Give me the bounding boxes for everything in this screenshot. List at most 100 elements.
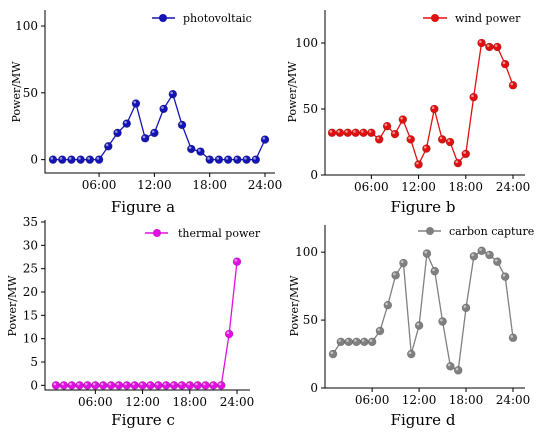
ytick-label-c-2: 10 bbox=[23, 332, 38, 346]
ytick-label-c-0: 0 bbox=[30, 378, 38, 392]
data-point-highlight-c-19 bbox=[203, 382, 206, 386]
data-point-a-11 bbox=[150, 128, 159, 138]
data-point-highlight-b-19 bbox=[479, 40, 482, 43]
data-point-a-23 bbox=[260, 135, 270, 144]
data-point-a-0 bbox=[48, 155, 58, 164]
data-point-b-4 bbox=[359, 128, 368, 138]
data-point-highlight-b-6 bbox=[376, 136, 380, 140]
data-point-highlight-b-0 bbox=[329, 130, 333, 133]
data-point-highlight-a-4 bbox=[87, 157, 90, 160]
data-point-highlight-d-13 bbox=[432, 268, 435, 272]
data-point-b-6 bbox=[374, 135, 384, 144]
data-point-d-16 bbox=[453, 366, 463, 375]
legend-a: photovoltaic bbox=[152, 12, 252, 25]
data-point-highlight-c-9 bbox=[124, 382, 127, 386]
data-point-highlight-d-14 bbox=[440, 318, 443, 322]
ytick-label-b-2: 100 bbox=[295, 36, 318, 50]
data-point-highlight-d-20 bbox=[487, 252, 490, 255]
data-point-a-21 bbox=[242, 155, 251, 164]
ticks-d: 0 50 100 06:00 12:00 18:00 24:00 bbox=[295, 245, 530, 407]
data-point-highlight-a-9 bbox=[133, 100, 137, 104]
legend-text-d: carbon capture bbox=[449, 225, 534, 238]
data-point-highlight-b-10 bbox=[408, 136, 411, 140]
data-point-c-11 bbox=[138, 381, 147, 390]
data-point-d-13 bbox=[430, 266, 440, 276]
data-point-highlight-d-9 bbox=[400, 260, 404, 264]
data-point-highlight-a-11 bbox=[151, 130, 155, 133]
ytick-label-c-6: 30 bbox=[23, 238, 38, 252]
xtick-label-b-1: 12:00 bbox=[401, 180, 436, 194]
data-point-highlight-d-23 bbox=[510, 335, 514, 338]
data-point-highlight-b-11 bbox=[416, 161, 419, 165]
data-point-highlight-c-3 bbox=[77, 382, 80, 386]
data-point-highlight-d-16 bbox=[455, 367, 459, 371]
axes-a bbox=[44, 10, 275, 174]
data-point-b-10 bbox=[406, 135, 415, 144]
data-point-a-10 bbox=[140, 133, 150, 143]
data-point-highlight-b-13 bbox=[431, 106, 435, 109]
data-point-a-8 bbox=[122, 119, 132, 128]
data-point-highlight-a-2 bbox=[68, 157, 72, 160]
data-point-a-12 bbox=[159, 104, 168, 114]
data-point-c-21 bbox=[216, 381, 226, 390]
data-point-c-18 bbox=[193, 381, 202, 390]
data-point-b-18 bbox=[469, 92, 478, 102]
data-point-d-5 bbox=[367, 337, 377, 347]
data-point-highlight-b-22 bbox=[502, 61, 506, 65]
data-point-d-8 bbox=[391, 270, 400, 280]
data-point-a-1 bbox=[57, 155, 67, 164]
xtick-label-d-3: 24:00 bbox=[496, 393, 531, 407]
data-point-highlight-d-17 bbox=[463, 305, 467, 308]
xtick-label-d-2: 18:00 bbox=[449, 393, 484, 407]
data-point-d-15 bbox=[446, 361, 455, 371]
data-point-d-0 bbox=[328, 349, 338, 359]
plot-d bbox=[328, 246, 518, 375]
data-point-c-15 bbox=[169, 381, 179, 390]
data-point-a-16 bbox=[196, 147, 205, 156]
xtick-label-c-2: 18:00 bbox=[172, 395, 207, 409]
data-point-b-7 bbox=[382, 121, 392, 131]
data-point-highlight-d-22 bbox=[502, 274, 506, 277]
data-point-highlight-c-15 bbox=[171, 382, 175, 386]
data-point-highlight-c-7 bbox=[108, 382, 112, 386]
series-line-a bbox=[53, 92, 266, 161]
data-point-highlight-c-23 bbox=[234, 259, 238, 262]
data-point-b-11 bbox=[414, 160, 423, 169]
data-point-highlight-d-11 bbox=[416, 322, 420, 326]
data-point-highlight-c-17 bbox=[187, 382, 190, 386]
data-point-b-19 bbox=[477, 38, 486, 48]
data-point-b-1 bbox=[335, 128, 345, 138]
data-point-highlight-b-21 bbox=[494, 44, 498, 47]
ytick-label-c-1: 5 bbox=[30, 355, 38, 369]
data-point-a-17 bbox=[205, 155, 214, 164]
data-point-d-23 bbox=[508, 333, 518, 343]
ytick-label-c-3: 15 bbox=[23, 308, 38, 322]
data-point-highlight-a-21 bbox=[244, 157, 247, 160]
data-point-highlight-d-0 bbox=[330, 351, 334, 355]
data-point-highlight-d-1 bbox=[338, 339, 341, 342]
data-point-b-5 bbox=[367, 128, 376, 138]
caption-b: Figure b bbox=[391, 198, 456, 216]
data-point-d-14 bbox=[438, 317, 447, 326]
data-point-c-5 bbox=[91, 381, 100, 390]
data-point-highlight-a-1 bbox=[59, 157, 63, 160]
data-point-highlight-a-7 bbox=[115, 130, 118, 133]
series-line-c bbox=[56, 261, 238, 386]
data-point-highlight-b-20 bbox=[486, 44, 490, 47]
data-point-highlight-b-7 bbox=[384, 123, 388, 127]
xtick-label-a-2: 18:00 bbox=[192, 178, 227, 192]
data-point-a-4 bbox=[85, 155, 95, 164]
data-point-highlight-c-5 bbox=[92, 382, 96, 386]
panel-a: 0 50 100 06:00 12:00 18:00 24:00 Power/MW phot… bbox=[10, 10, 282, 216]
xtick-label-b-0: 06:00 bbox=[354, 180, 389, 194]
data-point-highlight-d-21 bbox=[494, 259, 498, 262]
ytick-label-d-2: 100 bbox=[295, 245, 318, 259]
data-point-highlight-c-12 bbox=[147, 382, 151, 386]
caption-a: Figure a bbox=[111, 198, 175, 216]
data-point-highlight-c-4 bbox=[84, 382, 88, 386]
data-point-highlight-d-12 bbox=[424, 250, 428, 254]
data-point-b-21 bbox=[492, 42, 502, 52]
plot-a bbox=[48, 89, 270, 164]
data-point-highlight-b-14 bbox=[439, 136, 443, 140]
